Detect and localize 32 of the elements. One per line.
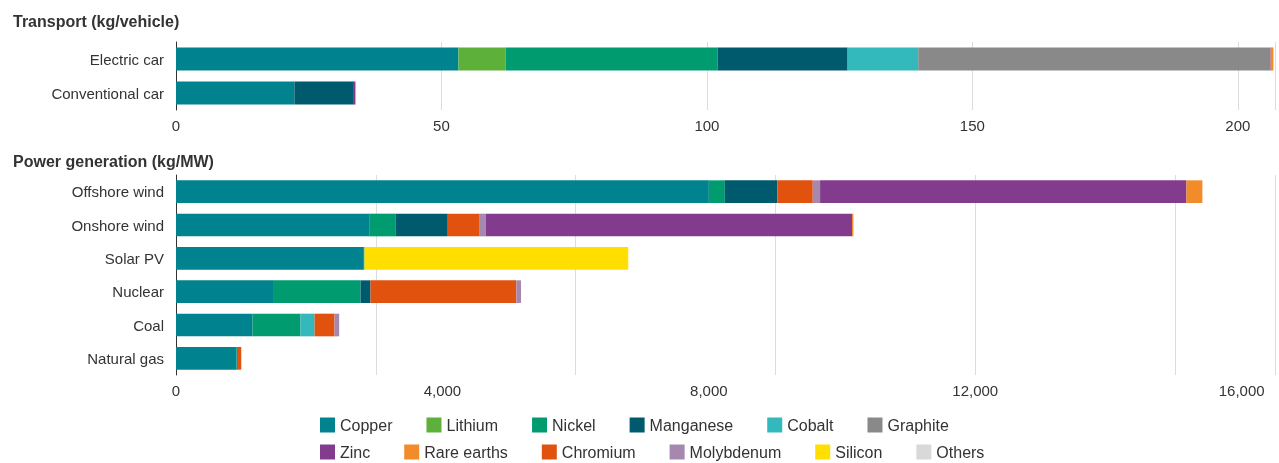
x-tick-label: 150 (959, 117, 985, 134)
y-tick-label: Onshore wind (71, 216, 164, 234)
y-tick-label: Solar PV (104, 249, 164, 267)
legend-label: Silicon (835, 443, 883, 461)
x-tick-label: 16,000 (1218, 382, 1265, 399)
y-tick-label: Coal (133, 316, 164, 334)
x-tick-label: 0 (171, 117, 181, 134)
x-tick-label: 12,000 (952, 382, 999, 399)
x-tick-label: 4,000 (423, 382, 462, 399)
legend-label: Lithium (446, 416, 499, 434)
legend-label: Manganese (649, 416, 734, 434)
x-tick-label: 8,000 (690, 382, 728, 399)
chart-title: Transport (kg/vehicle) (13, 12, 180, 30)
y-tick-label: Nuclear (112, 283, 164, 301)
legend-label: Graphite (887, 416, 949, 434)
y-tick-label: Offshore wind (71, 183, 164, 201)
x-tick-label: 200 (1225, 117, 1251, 134)
legend-label: Zinc (340, 443, 371, 461)
legend-label: Nickel (552, 416, 596, 434)
legend-label: Others (936, 443, 985, 461)
y-tick-label: Conventional car (51, 84, 164, 102)
y-tick-label: Natural gas (87, 349, 164, 367)
legend-label: Chromium (561, 443, 636, 461)
x-tick-label: 100 (694, 117, 720, 134)
x-tick-label: 50 (433, 117, 450, 134)
legend-label: Molybdenum (689, 443, 782, 461)
legend-label: Copper (340, 416, 394, 434)
chart-title: Power generation (kg/MW) (13, 152, 214, 170)
legend-label: Cobalt (787, 416, 835, 434)
x-tick-label: 0 (171, 382, 181, 399)
legend-label: Rare earths (424, 443, 508, 461)
y-tick-label: Electric car (89, 50, 164, 68)
